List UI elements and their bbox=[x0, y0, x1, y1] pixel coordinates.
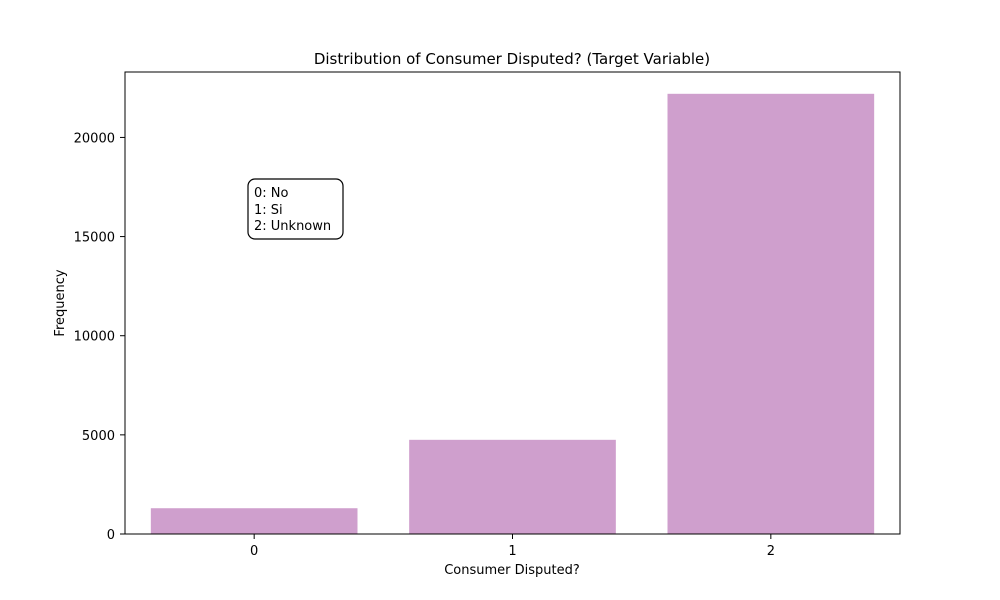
bar-0 bbox=[150, 508, 358, 534]
bar-1 bbox=[409, 439, 616, 534]
legend-annotation-box: 0: No 1: Si 2: Unknown bbox=[247, 178, 344, 240]
x-axis-ticks: 0 1 2 bbox=[250, 534, 775, 559]
x-tick-label: 0 bbox=[250, 544, 258, 559]
annotation-box-frame bbox=[247, 178, 344, 240]
y-tick-label: 20000 bbox=[74, 131, 115, 146]
bars-layer bbox=[150, 93, 875, 534]
x-tick-label: 1 bbox=[508, 544, 516, 559]
annotation-line-unknown: 2: Unknown bbox=[254, 219, 331, 234]
annotation-line-no: 0: No bbox=[254, 186, 289, 201]
annotation-line-si: 1: Si bbox=[254, 203, 283, 218]
x-axis-label: Consumer Disputed? bbox=[444, 563, 580, 578]
y-tick-label: 5000 bbox=[82, 429, 115, 444]
y-tick-label: 10000 bbox=[74, 330, 115, 345]
y-tick-label: 0 bbox=[107, 528, 115, 543]
chart-title: Distribution of Consumer Disputed? (Targ… bbox=[314, 50, 710, 68]
y-axis-label: Frequency bbox=[53, 269, 68, 336]
y-tick-label: 15000 bbox=[74, 231, 115, 246]
y-axis-ticks: 0 5000 10000 15000 20000 bbox=[74, 131, 125, 543]
x-tick-label: 2 bbox=[767, 544, 775, 559]
bar-2 bbox=[667, 93, 875, 534]
